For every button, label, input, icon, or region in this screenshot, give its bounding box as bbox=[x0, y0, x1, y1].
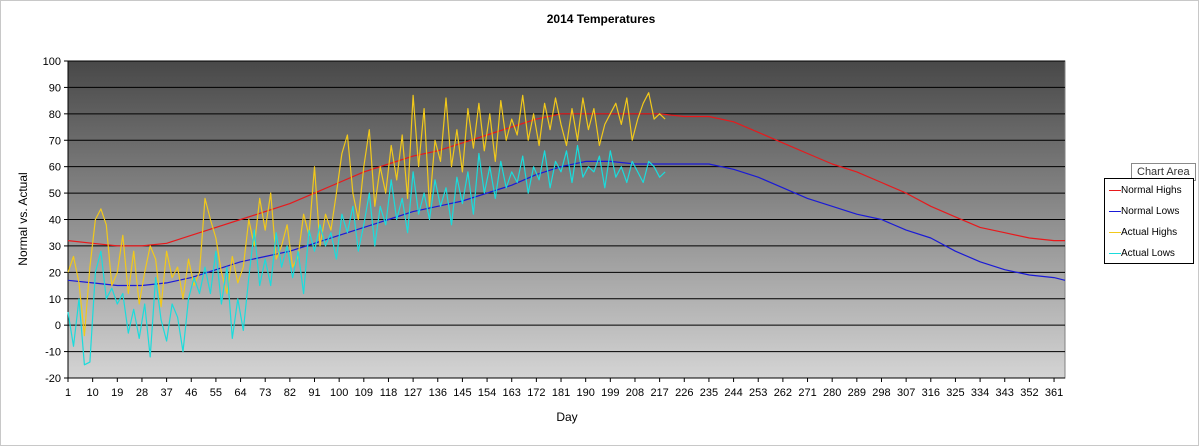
x-tick-label: 100 bbox=[330, 387, 348, 399]
x-tick-label: 19 bbox=[111, 387, 123, 399]
x-tick-label: 343 bbox=[996, 387, 1014, 399]
series-line-actual-highs[interactable] bbox=[67, 92, 666, 337]
x-tick-label: 262 bbox=[774, 387, 792, 399]
y-tick-label: -20 bbox=[45, 373, 61, 385]
x-tick-label: 352 bbox=[1020, 387, 1038, 399]
legend-label: Normal Lows bbox=[1121, 205, 1180, 217]
y-tick-label: 10 bbox=[49, 294, 61, 306]
x-tick-label: 361 bbox=[1045, 387, 1063, 399]
x-tick-label: 190 bbox=[576, 387, 594, 399]
x-tick-label: 154 bbox=[478, 387, 496, 399]
series-lines bbox=[67, 92, 1066, 366]
chart-area-tooltip: Chart Area bbox=[1131, 163, 1196, 181]
x-axis: 1 10 19 28 37 46 55 64 73 82 91 100 109 118 127 136 145 1… bbox=[65, 377, 1065, 399]
x-tick-label: 55 bbox=[210, 387, 222, 399]
x-tick-label: 10 bbox=[87, 387, 99, 399]
y-tick-label: 90 bbox=[49, 82, 61, 94]
gridlines bbox=[68, 60, 1065, 379]
x-tick-label: 199 bbox=[601, 387, 619, 399]
x-tick-label: 127 bbox=[404, 387, 422, 399]
x-tick-label: 298 bbox=[872, 387, 890, 399]
y-tick-label: 40 bbox=[49, 215, 61, 227]
x-tick-label: 271 bbox=[798, 387, 816, 399]
x-tick-label: 181 bbox=[552, 387, 570, 399]
x-axis-title: Day bbox=[556, 410, 577, 424]
legend-item[interactable]: Actual Highs bbox=[1109, 225, 1177, 239]
x-tick-label: 109 bbox=[355, 387, 373, 399]
x-tick-label: 28 bbox=[136, 387, 148, 399]
legend-swatch bbox=[1109, 189, 1121, 191]
legend-item[interactable]: Normal Highs bbox=[1109, 183, 1182, 197]
x-tick-label: 73 bbox=[259, 387, 271, 399]
x-tick-label: 244 bbox=[724, 387, 742, 399]
x-tick-label: 217 bbox=[650, 387, 668, 399]
x-tick-label: 334 bbox=[971, 387, 989, 399]
legend-label: Normal Highs bbox=[1121, 184, 1182, 196]
legend-swatch bbox=[1109, 210, 1121, 212]
y-tick-label: 80 bbox=[49, 109, 61, 121]
x-tick-label: 1 bbox=[65, 387, 71, 399]
y-tick-label: 100 bbox=[43, 56, 61, 68]
y-tick-label: 70 bbox=[49, 135, 61, 147]
legend-item[interactable]: Normal Lows bbox=[1109, 204, 1179, 218]
chart-title: 2014 Temperatures bbox=[547, 12, 656, 26]
x-tick-label: 37 bbox=[160, 387, 172, 399]
legend-item[interactable]: Actual Lows bbox=[1109, 246, 1175, 260]
legend-label: Actual Highs bbox=[1121, 226, 1178, 238]
x-tick-label: 64 bbox=[234, 387, 246, 399]
legend-swatch bbox=[1109, 231, 1121, 233]
y-tick-label: 0 bbox=[55, 320, 61, 332]
x-tick-label: 208 bbox=[626, 387, 644, 399]
x-tick-label: 289 bbox=[848, 387, 866, 399]
x-tick-label: 316 bbox=[922, 387, 940, 399]
x-tick-label: 163 bbox=[503, 387, 521, 399]
y-tick-label: -10 bbox=[45, 347, 61, 359]
x-tick-label: 82 bbox=[284, 387, 296, 399]
x-tick-label: 235 bbox=[700, 387, 718, 399]
y-tick-label: 60 bbox=[49, 162, 61, 174]
y-tick-label: 50 bbox=[49, 188, 61, 200]
x-tick-label: 145 bbox=[453, 387, 471, 399]
x-tick-label: 136 bbox=[429, 387, 447, 399]
chart-legend[interactable]: Normal Highs Normal Lows Actual Highs Actua… bbox=[1104, 178, 1194, 264]
legend-label: Actual Lows bbox=[1121, 247, 1175, 259]
y-tick-label: 30 bbox=[49, 241, 61, 253]
x-tick-label: 91 bbox=[308, 387, 320, 399]
x-tick-label: 226 bbox=[675, 387, 693, 399]
y-tick-label: 20 bbox=[49, 267, 61, 279]
x-tick-label: 172 bbox=[527, 387, 545, 399]
legend-swatch bbox=[1109, 252, 1121, 254]
series-line-normal-lows[interactable] bbox=[67, 160, 1066, 287]
x-tick-label: 118 bbox=[380, 387, 398, 399]
x-tick-label: 280 bbox=[823, 387, 841, 399]
series-line-actual-lows[interactable] bbox=[67, 144, 666, 366]
x-tick-label: 307 bbox=[897, 387, 915, 399]
y-axis-title: Normal vs. Actual bbox=[16, 172, 30, 265]
x-tick-label: 325 bbox=[946, 387, 964, 399]
x-tick-label: 46 bbox=[185, 387, 197, 399]
y-axis: -20 -10 0 10 20 30 40 50 60 70 80 90 100 bbox=[43, 56, 69, 385]
x-tick-label: 253 bbox=[749, 387, 767, 399]
